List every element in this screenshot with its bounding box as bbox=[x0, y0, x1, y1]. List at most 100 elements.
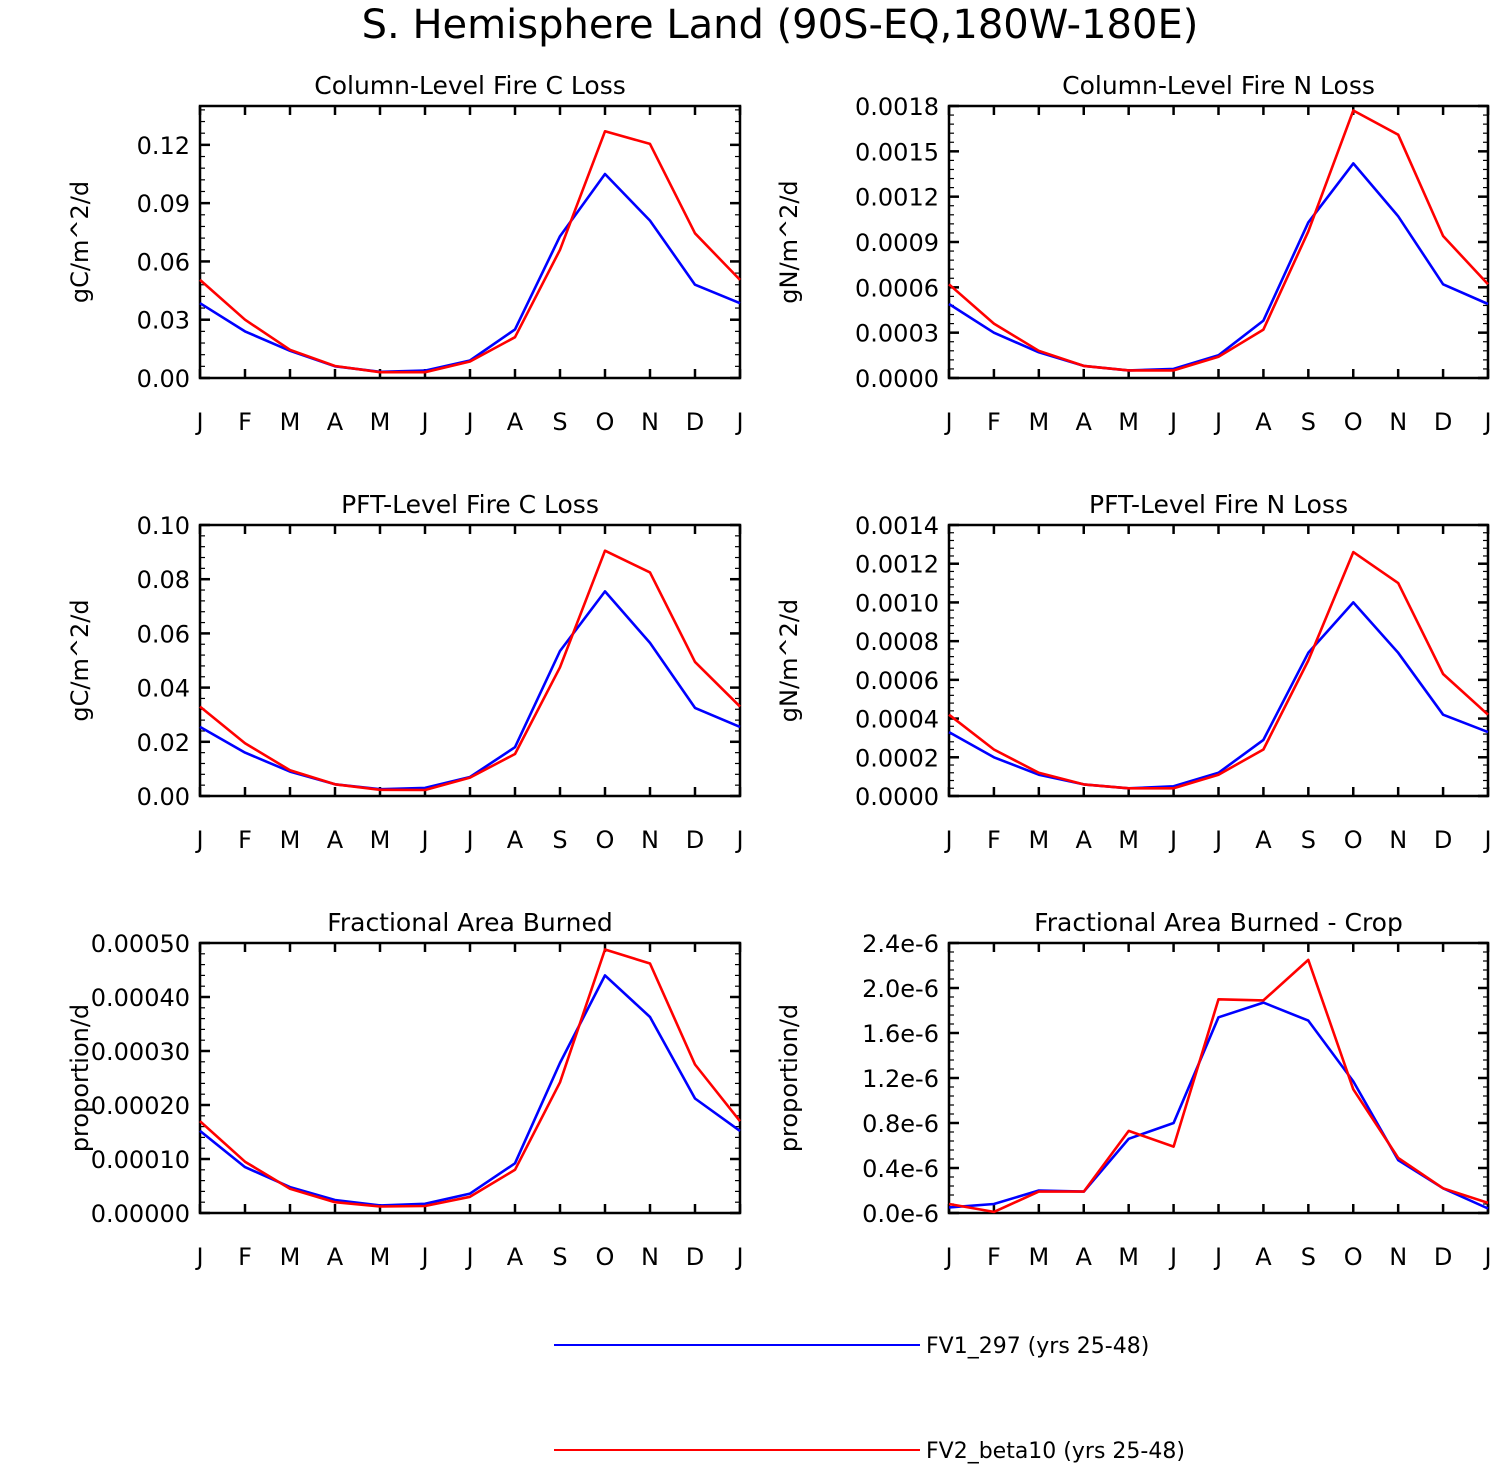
x-tick-label: A bbox=[327, 826, 344, 854]
y-tick-label: 0.10 bbox=[137, 512, 190, 540]
x-tick-label: N bbox=[1389, 408, 1407, 436]
x-tick-label: J bbox=[194, 826, 203, 854]
legend: FV1_297 (yrs 25-48) FV2_beta10 (yrs 25-48… bbox=[554, 1334, 1185, 1464]
x-tick-label: M bbox=[280, 826, 301, 854]
x-tick-label: S bbox=[1301, 408, 1316, 436]
chart-panel-4: J F M A M J J A S O N D J0.00000.00020.00040.00060.0… bbox=[775, 490, 1492, 854]
y-tick-label: 0.12 bbox=[137, 132, 190, 160]
x-tick-label: O bbox=[596, 408, 615, 436]
figure-title: S. Hemisphere Land (90S-EQ,180W-180E) bbox=[362, 2, 1199, 48]
y-tick-label: 0.0002 bbox=[855, 744, 939, 772]
y-tick-label: 0.0010 bbox=[855, 589, 939, 617]
x-tick-label: N bbox=[1389, 826, 1407, 854]
y-tick-label: 0.0000 bbox=[855, 783, 939, 811]
x-tick-label: M bbox=[370, 1243, 391, 1271]
x-tick-label: N bbox=[1389, 1243, 1407, 1271]
x-tick-label: J bbox=[464, 1243, 473, 1271]
y-tick-label: 0.06 bbox=[137, 248, 190, 276]
x-tick-label: O bbox=[596, 1243, 615, 1271]
x-tick-label: J bbox=[419, 408, 428, 436]
y-tick-label: 0.0006 bbox=[855, 274, 939, 302]
y-tick-label: 0.00020 bbox=[91, 1092, 190, 1120]
y-axis-label: gN/m^2/d bbox=[775, 599, 803, 722]
x-tick-label: J bbox=[464, 826, 473, 854]
y-tick-label: 0.08 bbox=[137, 566, 190, 594]
series-line-fv1-297 bbox=[948, 1001, 1489, 1210]
x-tick-label: M bbox=[1118, 1243, 1139, 1271]
x-tick-label: S bbox=[552, 1243, 567, 1271]
chart-panel-2: J F M A M J J A S O N D J0.00000.00030.00060.00090.0… bbox=[775, 71, 1492, 436]
x-tick-label: F bbox=[238, 826, 252, 854]
x-tick-label: F bbox=[987, 408, 1001, 436]
y-tick-label: 0.0003 bbox=[855, 320, 939, 348]
panel-title: Fractional Area Burned bbox=[327, 908, 612, 937]
x-tick-label: J bbox=[1168, 408, 1177, 436]
x-tick-label: S bbox=[1301, 1243, 1316, 1271]
x-tick-label: A bbox=[1076, 1243, 1093, 1271]
series-line-fv1-297 bbox=[199, 172, 741, 374]
x-tick-label: J bbox=[419, 826, 428, 854]
x-tick-label: M bbox=[1028, 826, 1049, 854]
x-tick-label: J bbox=[1168, 1243, 1177, 1271]
legend-entry-2: FV2_beta10 (yrs 25-48) bbox=[554, 1439, 1185, 1464]
y-tick-label: 0.02 bbox=[137, 729, 190, 757]
x-tick-label: N bbox=[641, 826, 659, 854]
y-tick-label: 0.0009 bbox=[855, 229, 939, 257]
series-line-fv2-beta10 bbox=[948, 958, 1489, 1214]
y-tick-label: 0.09 bbox=[137, 190, 190, 218]
x-tick-label: J bbox=[1213, 408, 1222, 436]
y-axis-label: gC/m^2/d bbox=[66, 599, 94, 721]
x-tick-label: J bbox=[943, 1243, 952, 1271]
x-tick-label: J bbox=[734, 826, 743, 854]
y-tick-label: 0.0018 bbox=[855, 93, 939, 121]
series-line-fv2-beta10 bbox=[199, 948, 742, 1208]
x-tick-label: J bbox=[1482, 826, 1491, 854]
x-tick-label: S bbox=[552, 826, 567, 854]
plot-frame bbox=[947, 941, 1490, 1215]
y-axis-label: proportion/d bbox=[775, 1004, 803, 1152]
x-tick-label: A bbox=[507, 408, 524, 436]
x-tick-label: D bbox=[1434, 1243, 1452, 1271]
y-tick-label: 0.8e-6 bbox=[862, 1110, 939, 1138]
panel-title: Fractional Area Burned - Crop bbox=[1034, 908, 1403, 937]
x-tick-label: A bbox=[507, 1243, 524, 1271]
x-tick-label: O bbox=[1344, 1243, 1363, 1271]
x-tick-label: J bbox=[419, 1243, 428, 1271]
chart-panel-6: J F M A M J J A S O N D J0.0e-60.4e-60.8e-61.2e-61.6… bbox=[775, 908, 1492, 1271]
x-tick-label: A bbox=[1255, 1243, 1272, 1271]
x-tick-label: M bbox=[1118, 408, 1139, 436]
y-tick-label: 0.0000 bbox=[855, 365, 939, 393]
x-tick-label: J bbox=[464, 408, 473, 436]
x-tick-label: O bbox=[1344, 826, 1363, 854]
y-tick-label: 0.06 bbox=[137, 620, 190, 648]
panel-title: Column-Level Fire N Loss bbox=[1062, 71, 1375, 100]
y-tick-label: 1.2e-6 bbox=[862, 1065, 939, 1093]
chart-panel-1: J F M A M J J A S O N D J0.000.030.060.090.12Column-… bbox=[66, 71, 744, 436]
y-tick-label: 0.03 bbox=[137, 307, 190, 335]
y-axis-label: gN/m^2/d bbox=[775, 180, 803, 303]
x-tick-label: A bbox=[1255, 408, 1272, 436]
x-tick-label: D bbox=[686, 408, 704, 436]
x-tick-label: N bbox=[641, 1243, 659, 1271]
x-tick-label: J bbox=[194, 1243, 203, 1271]
y-tick-label: 0.0014 bbox=[855, 512, 939, 540]
y-tick-label: 0.04 bbox=[137, 675, 190, 703]
y-tick-label: 0.0012 bbox=[855, 551, 939, 579]
series-line-fv1-297 bbox=[948, 162, 1489, 372]
series-line-fv1-297 bbox=[199, 974, 741, 1207]
series-line-fv2-beta10 bbox=[948, 550, 1489, 790]
x-tick-label: J bbox=[1482, 1243, 1491, 1271]
plot-frame bbox=[198, 104, 742, 380]
series-line-fv1-297 bbox=[948, 601, 1489, 790]
x-tick-label: N bbox=[641, 408, 659, 436]
x-tick-label: J bbox=[194, 408, 203, 436]
panel-title: PFT-Level Fire C Loss bbox=[341, 490, 599, 519]
y-tick-label: 0.00030 bbox=[91, 1038, 190, 1066]
y-tick-label: 0.0015 bbox=[855, 138, 939, 166]
x-tick-label: D bbox=[686, 1243, 704, 1271]
series-line-fv2-beta10 bbox=[199, 549, 741, 792]
x-tick-label: J bbox=[1482, 408, 1491, 436]
y-axis-label: proportion/d bbox=[66, 1004, 94, 1152]
x-tick-label: J bbox=[1168, 826, 1177, 854]
y-tick-label: 0.0012 bbox=[855, 184, 939, 212]
